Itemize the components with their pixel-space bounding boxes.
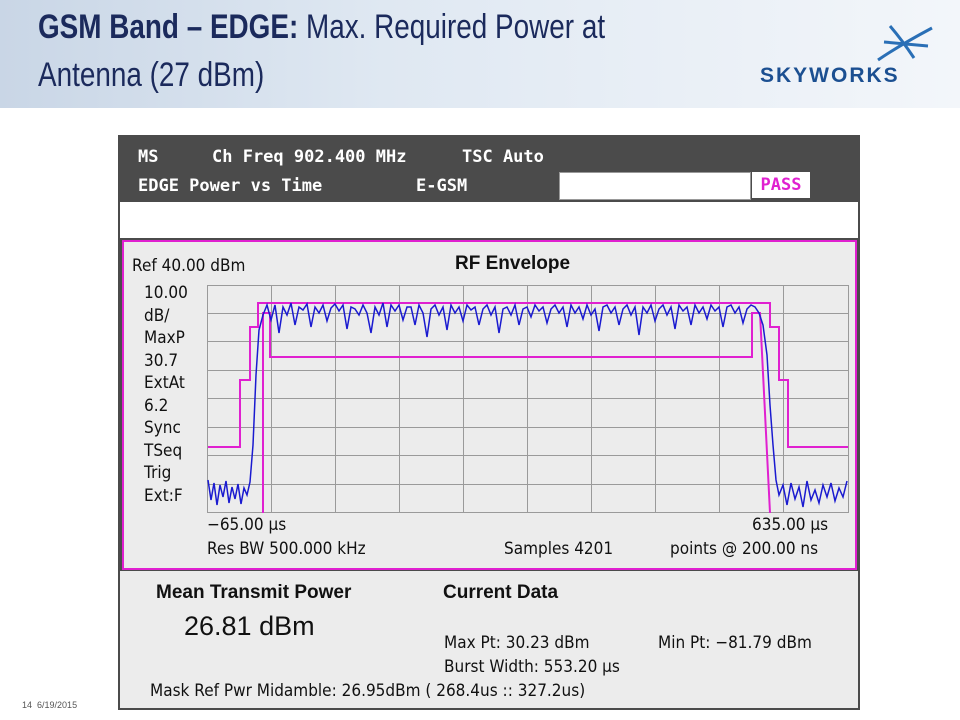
date: 6/19/2015	[37, 700, 78, 710]
result-box	[559, 172, 751, 200]
res-bw: Res BW 500.000 kHz	[207, 539, 366, 559]
side-label: dB/	[144, 305, 170, 326]
upper-mask	[208, 302, 848, 448]
logo-icon	[877, 25, 933, 62]
mask-ref: Mask Ref Pwr Midamble: 26.95dBm ( 268.4u…	[150, 681, 586, 701]
message-strip	[120, 202, 858, 238]
frequency: Ch Freq 902.400 MHz	[212, 147, 407, 167]
side-label: Ext:F	[144, 485, 183, 506]
current-data-title: Current Data	[443, 582, 559, 603]
title-text: Max. Required Power at	[305, 8, 606, 46]
instrument-screen: MS Ch Freq 902.400 MHz TSC Auto EDGE Pow…	[118, 135, 860, 710]
title-bold: GSM Band – EDGE:	[38, 8, 299, 46]
samples: Samples 4201	[504, 539, 614, 559]
side-label: Trig	[144, 463, 172, 483]
results-panel	[120, 571, 858, 708]
plot-panel	[122, 240, 857, 570]
x-end: 635.00 µs	[752, 515, 829, 535]
burst-width: Burst Width: 553.20 µs	[444, 657, 620, 677]
points: points @ 200.00 ns	[670, 539, 819, 559]
band: E-GSM	[416, 176, 468, 196]
title-line-2: Antenna (27 dBm)	[38, 56, 265, 94]
side-label: MaxP	[144, 328, 185, 348]
mean-title: Mean Transmit Power	[156, 582, 352, 603]
ref-level: Ref 40.00 dBm	[132, 256, 246, 276]
tsc: TSC Auto	[462, 147, 544, 167]
side-label: TSeq	[144, 440, 183, 461]
plot-grid	[207, 285, 849, 514]
header: GSM Band – EDGE: Max. Required Power at …	[0, 0, 960, 108]
grid-lines	[207, 285, 849, 513]
min-pt: Min Pt: −81.79 dBm	[658, 633, 812, 653]
x-start: −65.00 µs	[207, 515, 287, 535]
mean-power: 26.81 dBm	[184, 611, 315, 641]
page-number: 14	[22, 700, 33, 710]
max-pt: Max Pt: 30.23 dBm	[444, 633, 590, 653]
measurement: EDGE Power vs Time	[138, 176, 323, 196]
side-label: Sync	[144, 418, 181, 438]
logo-text: SKYWORKS	[760, 64, 900, 87]
footer: 14 6/19/2015	[22, 700, 77, 710]
side-label: 10.00	[144, 283, 188, 303]
side-label: 30.7	[144, 350, 179, 371]
side-label: 6.2	[144, 395, 169, 416]
title-line-1: GSM Band – EDGE: Max. Required Power at	[38, 8, 605, 47]
mode: MS	[138, 147, 159, 167]
lower-mask	[262, 312, 771, 514]
pass-indicator: PASS	[752, 172, 810, 198]
trace	[207, 302, 848, 508]
side-label: ExtAt	[144, 373, 185, 393]
plot-title: RF Envelope	[455, 253, 571, 274]
